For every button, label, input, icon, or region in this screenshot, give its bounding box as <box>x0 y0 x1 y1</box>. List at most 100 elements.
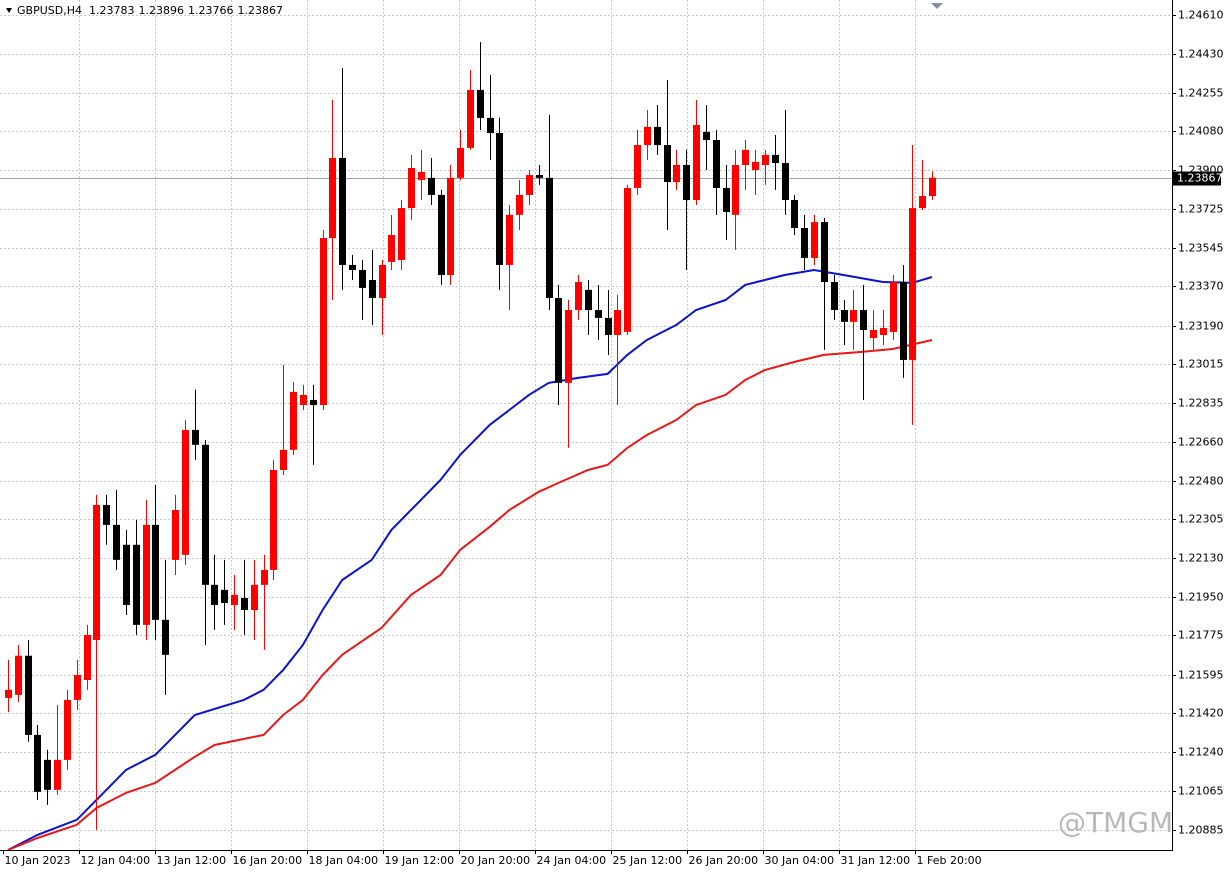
candle-body <box>123 544 130 605</box>
candle-body <box>496 133 503 265</box>
candle-body <box>44 759 51 790</box>
x-tick-label: 26 Jan 20:00 <box>689 854 759 867</box>
candle-body <box>300 394 307 405</box>
candle-body <box>172 510 179 560</box>
candle-body <box>880 327 887 335</box>
x-tick-label: 30 Jan 04:00 <box>765 854 835 867</box>
candle-body <box>241 597 248 610</box>
candle-body <box>673 164 680 183</box>
candle-body <box>152 524 159 620</box>
y-tick-label: 1.23545 <box>1178 242 1224 255</box>
candle-body <box>909 208 916 360</box>
y-tick-label: 1.24430 <box>1178 48 1224 61</box>
candle-body <box>919 196 926 209</box>
candle-body <box>162 619 169 655</box>
y-tick-label: 1.22305 <box>1178 513 1224 526</box>
x-tick-label: 18 Jan 04:00 <box>309 854 379 867</box>
y-tick-label: 1.24610 <box>1178 9 1224 22</box>
candle-body <box>605 317 612 335</box>
candle-body <box>438 194 445 276</box>
candle-body <box>280 449 287 470</box>
candle-body <box>84 634 91 680</box>
candle-body <box>801 227 808 258</box>
candle-body <box>860 310 867 330</box>
candle-body <box>546 177 553 298</box>
candle-body <box>310 399 317 405</box>
candle-body <box>654 126 661 146</box>
candle-body <box>664 145 671 183</box>
candles <box>5 42 936 830</box>
candle-body <box>270 469 277 570</box>
current-price-label: 1.23867 <box>1177 172 1223 185</box>
grid <box>0 0 1172 850</box>
candle-body <box>595 310 602 318</box>
x-tick-label: 20 Jan 20:00 <box>461 854 531 867</box>
header-close: 1.23867 <box>237 4 283 17</box>
candle-body <box>329 157 336 239</box>
candle-body <box>113 524 120 560</box>
x-tick-label: 24 Jan 04:00 <box>537 854 607 867</box>
candle-body <box>742 149 749 165</box>
candle-body <box>929 177 936 197</box>
candle-body <box>890 282 897 332</box>
candle-body <box>555 297 562 383</box>
candle-body <box>34 734 41 792</box>
candle-body <box>447 177 454 276</box>
candle-body <box>732 164 739 215</box>
candle-body <box>359 269 366 288</box>
symbol: GBPUSD,H4 <box>17 4 82 17</box>
candle-body <box>398 208 405 260</box>
y-tick-label: 1.23370 <box>1178 280 1224 293</box>
header-low: 1.23766 <box>188 4 234 17</box>
x-tick-label: 12 Jan 04:00 <box>81 854 151 867</box>
candle-body <box>211 584 218 605</box>
candle-body <box>418 171 425 181</box>
y-tick-label: 1.21950 <box>1178 591 1224 604</box>
candle-body <box>221 589 228 603</box>
candle-body <box>349 264 356 270</box>
candle-body <box>536 175 543 178</box>
candle-body <box>25 655 32 735</box>
x-tick-label: 19 Jan 12:00 <box>385 854 455 867</box>
candle-body <box>74 674 81 700</box>
y-tick-label: 1.21240 <box>1178 746 1224 759</box>
candle-body <box>683 164 690 200</box>
y-tick-label: 1.22480 <box>1178 475 1224 488</box>
moving-averages <box>7 268 933 851</box>
x-tick-label: 25 Jan 12:00 <box>613 854 683 867</box>
y-tick-label: 1.23725 <box>1178 203 1224 216</box>
candle-body <box>772 154 779 163</box>
candle-body <box>182 429 189 555</box>
moving-average-line <box>7 339 933 851</box>
y-tick-label: 1.24255 <box>1178 87 1224 100</box>
candle-body <box>202 444 209 585</box>
y-tick-label: 1.24080 <box>1178 125 1224 138</box>
candle-body <box>290 391 297 450</box>
y-tick-label: 1.21595 <box>1178 669 1224 682</box>
candle-body <box>133 544 140 625</box>
candle-body <box>103 504 110 525</box>
candle-body <box>585 289 592 311</box>
header-arrow <box>6 8 12 13</box>
candle-body <box>64 699 71 760</box>
x-tick-label: 10 Jan 2023 <box>5 854 71 867</box>
candle-body <box>320 238 327 405</box>
candle-body <box>782 162 789 200</box>
candle-body <box>54 759 61 790</box>
y-tick-label: 1.20885 <box>1178 824 1224 837</box>
candle-body <box>15 655 22 695</box>
candle-body <box>831 282 838 311</box>
candle-body <box>339 157 346 265</box>
candle-body <box>477 89 484 118</box>
y-tick-label: 1.21420 <box>1178 707 1224 720</box>
candle-body <box>723 187 730 213</box>
candle-body <box>634 145 641 188</box>
header-open: 1.23783 <box>89 4 135 17</box>
y-tick-label: 1.21065 <box>1178 785 1224 798</box>
candle-body <box>261 569 268 585</box>
candle-body <box>369 280 376 298</box>
x-tick-label: 1 Feb 20:00 <box>917 854 982 867</box>
candle-body <box>5 689 12 698</box>
candle-body <box>487 117 494 134</box>
